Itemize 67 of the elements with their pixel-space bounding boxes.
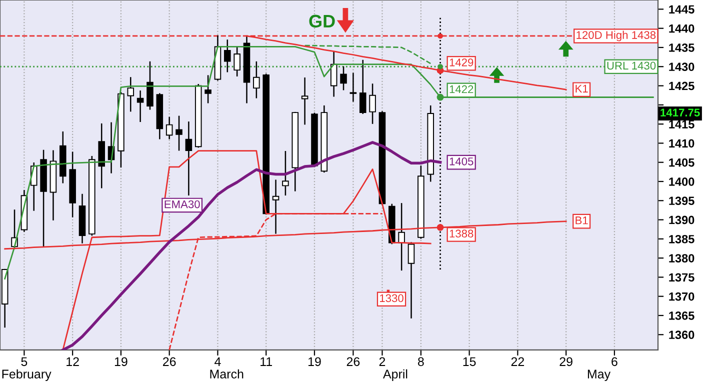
text: May	[588, 370, 611, 381]
x-tick-label: 11	[260, 357, 272, 366]
x-tick-label: 19	[308, 357, 321, 366]
series-label: EMA30	[164, 200, 200, 208]
y-tick-label: 1370	[669, 292, 694, 301]
ref-line-label: URL 1430	[607, 62, 656, 70]
x-tick-label: 5	[21, 357, 28, 366]
candlestick	[146, 61, 154, 110]
x-tick-label: 8	[418, 357, 424, 366]
y-tick-label: 1435	[669, 44, 694, 52]
y-tick-label: 1440	[669, 24, 694, 33]
x-tick-label: 6	[612, 357, 618, 366]
y-tick-label: 1425	[669, 82, 694, 90]
candlestick	[340, 66, 347, 90]
candlestick	[272, 180, 280, 234]
x-tick-label: 4	[214, 357, 221, 366]
x-tick-label: 15	[463, 357, 476, 366]
candlestick	[204, 75, 212, 104]
x-tick-label: 22	[511, 357, 524, 366]
x-tick-label: 26	[346, 357, 360, 366]
data-label: 1422	[450, 85, 474, 94]
y-tick-label: 1380	[669, 254, 694, 262]
candlestick	[176, 116, 182, 151]
data-label: B1	[576, 216, 588, 224]
candlestick	[301, 77, 308, 125]
candlestick	[369, 84, 376, 124]
text: April	[382, 369, 408, 381]
annotation: GD	[309, 14, 335, 28]
candlestick	[224, 40, 231, 72]
data-label: 1429	[450, 58, 474, 66]
candlestick	[359, 60, 366, 114]
text: March	[210, 369, 244, 378]
candlestick	[127, 77, 134, 112]
annotation: 1330	[380, 294, 404, 302]
candlestick	[185, 122, 192, 196]
x-tick-label: 12	[66, 357, 79, 366]
candlestick	[350, 72, 357, 102]
text: February	[2, 369, 52, 381]
line-series	[304, 44, 432, 64]
y-tick-label: 1365	[669, 312, 694, 320]
data-label: 1405	[450, 157, 474, 166]
y-tick-label: 1390	[669, 216, 694, 224]
y-tick-label: 1395	[669, 196, 694, 206]
y-tick-label: 1360	[669, 330, 694, 340]
y-tick-label: 1375	[669, 273, 694, 282]
candlestick	[234, 46, 240, 76]
candlestick	[166, 116, 173, 140]
y-tick-label: 1410	[669, 139, 694, 148]
y-tick-label: 1445	[669, 5, 694, 14]
candlestick	[408, 242, 415, 318]
data-label: K1	[576, 84, 588, 92]
x-tick-label: 2	[379, 357, 386, 366]
y-tick-label: 1400	[669, 178, 694, 186]
y-tick-label: 1405	[669, 158, 694, 167]
y-tick-label: 1430	[669, 62, 694, 72]
y-tick-label: 1415	[669, 120, 694, 128]
ref-line-label: 120D High 1438	[576, 30, 656, 42]
candlestick	[282, 150, 289, 196]
candlestick	[136, 90, 144, 122]
y-tick-label: 1385	[669, 234, 694, 244]
data-label: 1388	[450, 230, 474, 238]
candlestick	[398, 203, 405, 271]
x-tick-label: 19	[114, 357, 128, 366]
x-tick-label: 26	[163, 357, 176, 366]
x-tick-label: 29	[560, 357, 572, 366]
text: 1417.75	[660, 108, 700, 117]
candlestick	[253, 61, 260, 98]
